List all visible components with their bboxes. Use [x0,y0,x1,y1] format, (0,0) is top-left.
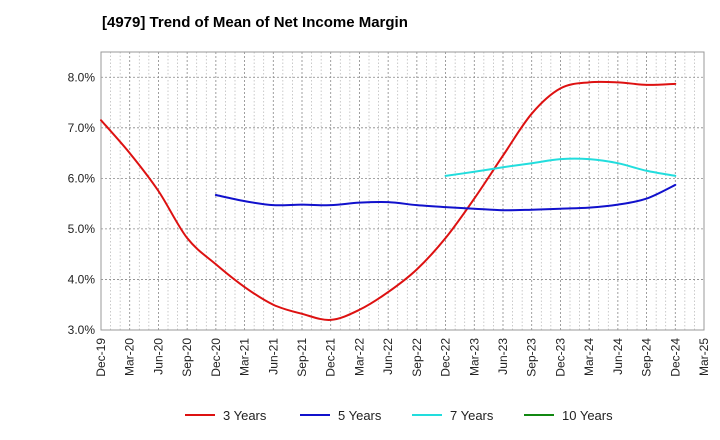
x-tick-label: Dec-22 [439,338,453,377]
y-tick-label: 5.0% [68,222,96,236]
plot-area [101,52,704,330]
y-tick-label: 3.0% [68,323,96,337]
y-tick-label: 8.0% [68,70,96,84]
x-tick-label: Jun-22 [381,338,395,375]
x-tick-label: Jun-24 [611,338,625,375]
x-tick-label: Jun-21 [266,338,280,375]
x-tick-label: Sep-24 [640,338,654,377]
x-tick-label: Dec-20 [209,338,223,377]
x-tick-label: Mar-22 [352,338,366,376]
x-tick-label: Mar-20 [123,338,137,376]
x-tick-label: Dec-23 [553,338,567,377]
x-tick-label: Mar-23 [467,338,481,376]
x-tick-label: Dec-24 [668,338,682,377]
y-tick-label: 7.0% [68,121,96,135]
legend-label-5-years: 5 Years [338,408,382,423]
series-line-7-years [444,157,677,177]
legend-label-10-years: 10 Years [562,408,613,423]
x-tick-label: Jun-20 [151,338,165,375]
y-tick-label: 6.0% [68,171,96,185]
x-tick-label: Mar-25 [697,338,711,376]
x-tick-label: Sep-20 [180,338,194,377]
legend-label-3-years: 3 Years [223,408,267,423]
y-tick-label: 4.0% [68,272,96,286]
x-tick-label: Mar-24 [582,338,596,376]
x-tick-label: Sep-22 [410,338,424,377]
series-line-5-years [214,183,677,212]
x-tick-label: Dec-21 [324,338,338,377]
legend-label-7-years: 7 Years [450,408,494,423]
x-tick-label: Jun-23 [496,338,510,375]
x-tick-label: Sep-23 [525,338,539,377]
x-tick-label: Mar-21 [238,338,252,376]
series-line-3-years [100,80,677,321]
x-tick-label: Sep-21 [295,338,309,377]
plot-border [100,51,705,331]
x-tick-label: Dec-19 [94,338,108,377]
chart-title: [4979] Trend of Mean of Net Income Margi… [102,14,408,31]
